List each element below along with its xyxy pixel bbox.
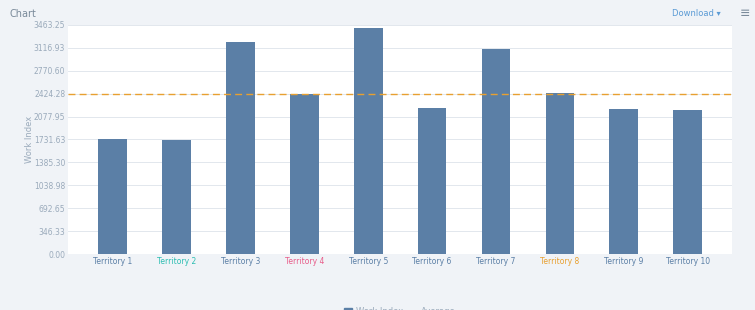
Text: ≡: ≡ [739, 7, 750, 20]
Y-axis label: Work Index: Work Index [25, 116, 34, 163]
Bar [482, 49, 510, 254]
Text: Download ▾: Download ▾ [672, 9, 721, 18]
Bar [98, 140, 127, 254]
Text: Chart: Chart [9, 9, 36, 19]
Bar [673, 110, 702, 254]
Bar [162, 140, 191, 254]
Bar [546, 93, 575, 254]
Legend: Work Index, Average: Work Index, Average [341, 303, 460, 310]
Bar [290, 94, 319, 254]
Bar [354, 28, 383, 254]
Bar [226, 42, 254, 254]
Bar [418, 108, 446, 254]
Bar [609, 109, 638, 254]
